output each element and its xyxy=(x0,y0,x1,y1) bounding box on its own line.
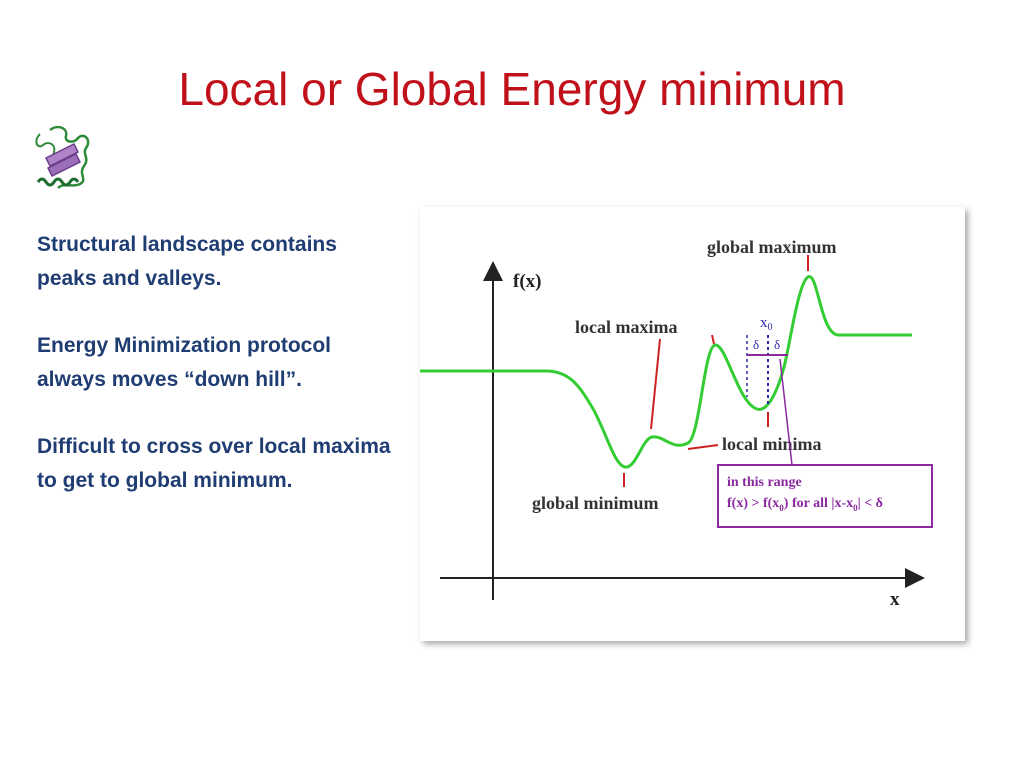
range-pointer xyxy=(779,358,793,466)
bullet-cross-maxima: Difficult to cross over local maxima to … xyxy=(37,435,391,492)
y-axis-label: f(x) xyxy=(513,271,541,292)
bullet-list: Structural landscape contains peaks and … xyxy=(37,228,397,531)
energy-landscape-diagram: f(x) x global maximum local maxima local… xyxy=(420,237,933,610)
label-local-minima: local minima xyxy=(722,434,822,454)
slide-title: Local or Global Energy minimum xyxy=(178,63,846,115)
energy-landscape-figure: f(x) x global maximum local maxima local… xyxy=(420,207,965,641)
range-box-line1: in this range xyxy=(727,475,802,490)
x-axis-label: x xyxy=(890,589,900,610)
label-global-maximum: global maximum xyxy=(707,237,837,257)
protein-structure-icon xyxy=(35,125,90,189)
energy-curve xyxy=(420,275,912,469)
label-global-minimum: global minimum xyxy=(532,493,659,513)
pointer-local-minima xyxy=(687,444,719,450)
range-box-line2: f(x) > f(x0) for all |x-x0| < δ xyxy=(727,496,883,513)
delta-left-label: δ xyxy=(753,337,759,352)
x0-label: x0 xyxy=(760,315,773,333)
pointer-local-maxima-1 xyxy=(650,338,661,430)
bullet-landscape: Structural landscape contains peaks and … xyxy=(37,233,337,290)
label-local-maxima: local maxima xyxy=(575,317,677,337)
pointer-local-maxima-2 xyxy=(711,334,715,345)
delta-right-label: δ xyxy=(774,337,780,352)
bullet-downhill: Energy Minimization protocol always move… xyxy=(37,334,332,391)
range-box xyxy=(717,464,933,528)
